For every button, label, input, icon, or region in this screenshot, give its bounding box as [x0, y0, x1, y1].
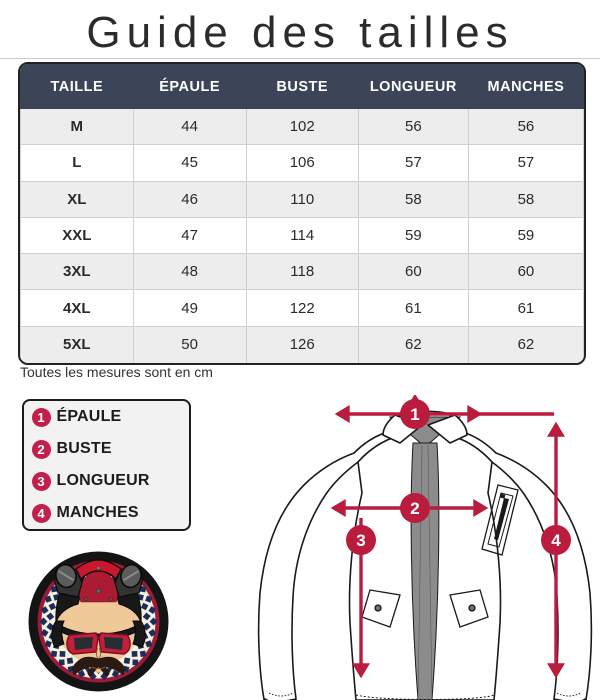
svg-text:2: 2	[410, 499, 419, 518]
svg-text:4: 4	[551, 531, 561, 550]
svg-text:1: 1	[410, 405, 419, 424]
svg-text:3: 3	[356, 531, 365, 550]
